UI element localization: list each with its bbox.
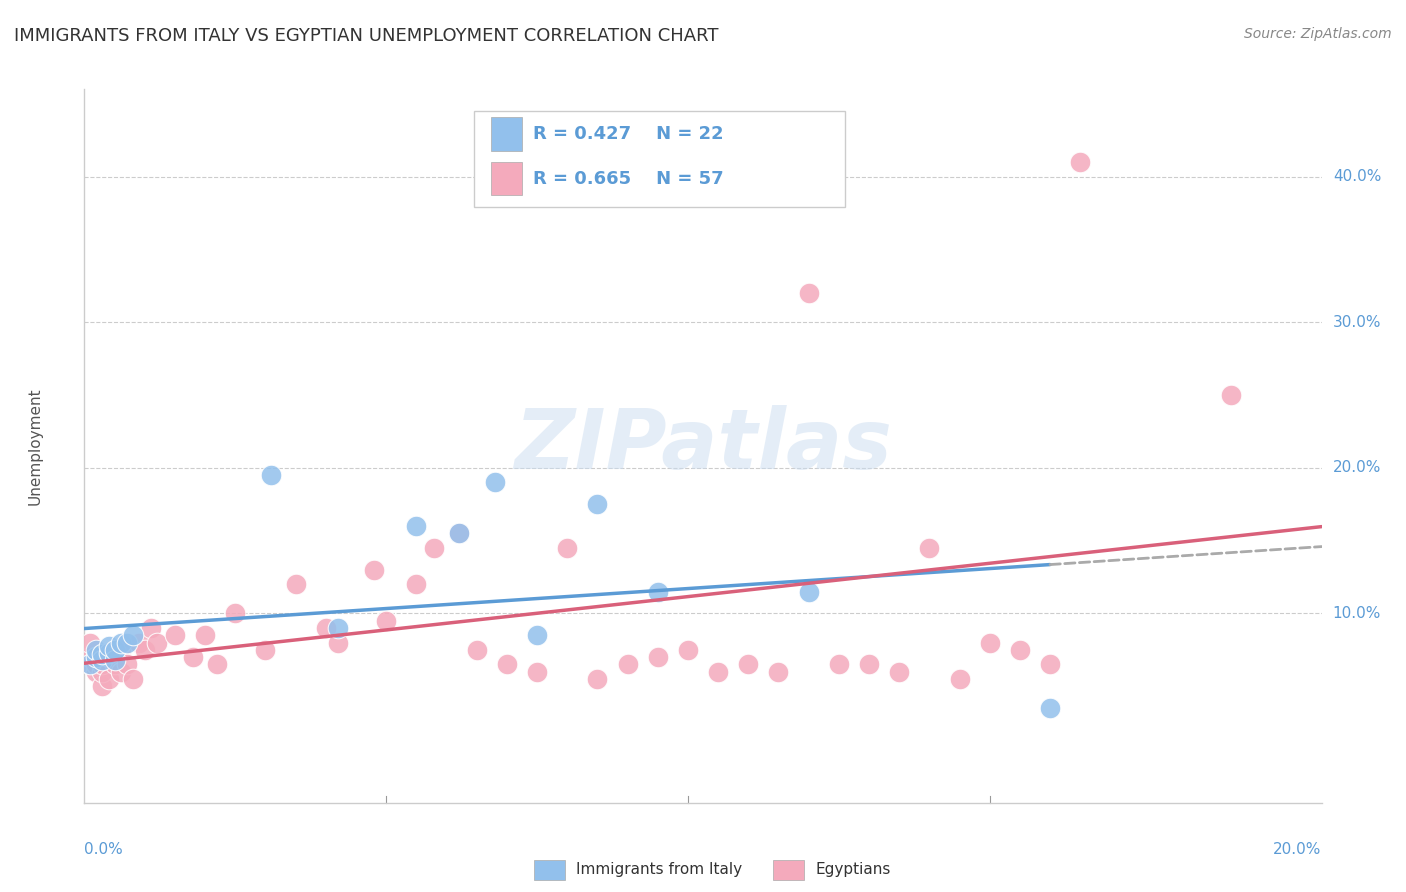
Point [484,475,506,490]
Point [1069,155,1091,169]
Point [495,657,517,672]
Point [889,665,911,679]
Point [918,541,941,555]
Text: 30.0%: 30.0% [1333,315,1381,330]
Point [103,643,125,657]
Point [676,643,699,657]
Text: Source: ZipAtlas.com: Source: ZipAtlas.com [1244,27,1392,41]
Point [194,628,217,642]
Text: ZIPatlas: ZIPatlas [515,406,891,486]
Point [315,621,337,635]
Point [79,657,101,672]
Point [707,665,730,679]
Point [121,628,143,642]
Point [103,657,125,672]
Point [115,635,138,649]
Point [254,643,277,657]
Point [858,657,880,672]
Point [465,643,488,657]
Point [181,650,204,665]
Text: IMMIGRANTS FROM ITALY VS EGYPTIAN UNEMPLOYMENT CORRELATION CHART: IMMIGRANTS FROM ITALY VS EGYPTIAN UNEMPL… [14,27,718,45]
Text: R = 0.427    N = 22: R = 0.427 N = 22 [533,125,724,144]
Point [146,635,169,649]
Point [110,643,132,657]
Point [134,643,156,657]
Point [363,563,385,577]
Text: Unemployment: Unemployment [27,387,42,505]
Point [91,657,114,672]
Point [205,657,228,672]
Point [405,519,427,533]
Point [526,665,548,679]
Text: R = 0.665    N = 57: R = 0.665 N = 57 [533,169,724,187]
Point [110,635,132,649]
Point [797,584,820,599]
Text: 40.0%: 40.0% [1333,169,1381,184]
Point [1008,643,1031,657]
Point [79,635,101,649]
Point [447,526,470,541]
Point [768,665,790,679]
Point [284,577,307,591]
Point [526,628,548,642]
Point [128,635,150,649]
Text: 0.0%: 0.0% [84,842,124,856]
Point [139,621,162,635]
Point [86,650,108,665]
Point [103,643,125,657]
Point [163,628,186,642]
Point [86,657,108,672]
Point [79,657,101,672]
Point [86,665,108,679]
Point [260,468,283,483]
Point [86,643,108,657]
Point [326,621,349,635]
Point [97,639,120,653]
Point [224,607,246,621]
Point [555,541,578,555]
Point [737,657,759,672]
Text: 20.0%: 20.0% [1333,460,1381,475]
Point [586,497,609,511]
Point [91,653,114,667]
Point [91,665,114,679]
Point [86,650,108,665]
Text: 20.0%: 20.0% [1274,842,1322,856]
Point [797,286,820,301]
Point [110,665,132,679]
Point [121,672,143,686]
Point [326,635,349,649]
Point [1220,388,1243,402]
Text: Immigrants from Italy: Immigrants from Italy [576,863,742,877]
Point [97,672,120,686]
Text: 10.0%: 10.0% [1333,606,1381,621]
Point [97,646,120,660]
Point [948,672,970,686]
Point [979,635,1001,649]
Point [375,614,398,628]
Point [616,657,638,672]
Point [405,577,427,591]
Point [828,657,851,672]
Point [423,541,446,555]
Text: Egyptians: Egyptians [815,863,891,877]
Point [647,584,669,599]
Point [1039,657,1062,672]
Point [115,657,138,672]
Point [97,650,120,665]
Point [1039,701,1062,715]
Point [447,526,470,541]
Point [91,679,114,693]
Point [91,647,114,661]
Point [586,672,609,686]
Point [103,653,125,667]
Point [79,650,101,665]
Point [647,650,669,665]
